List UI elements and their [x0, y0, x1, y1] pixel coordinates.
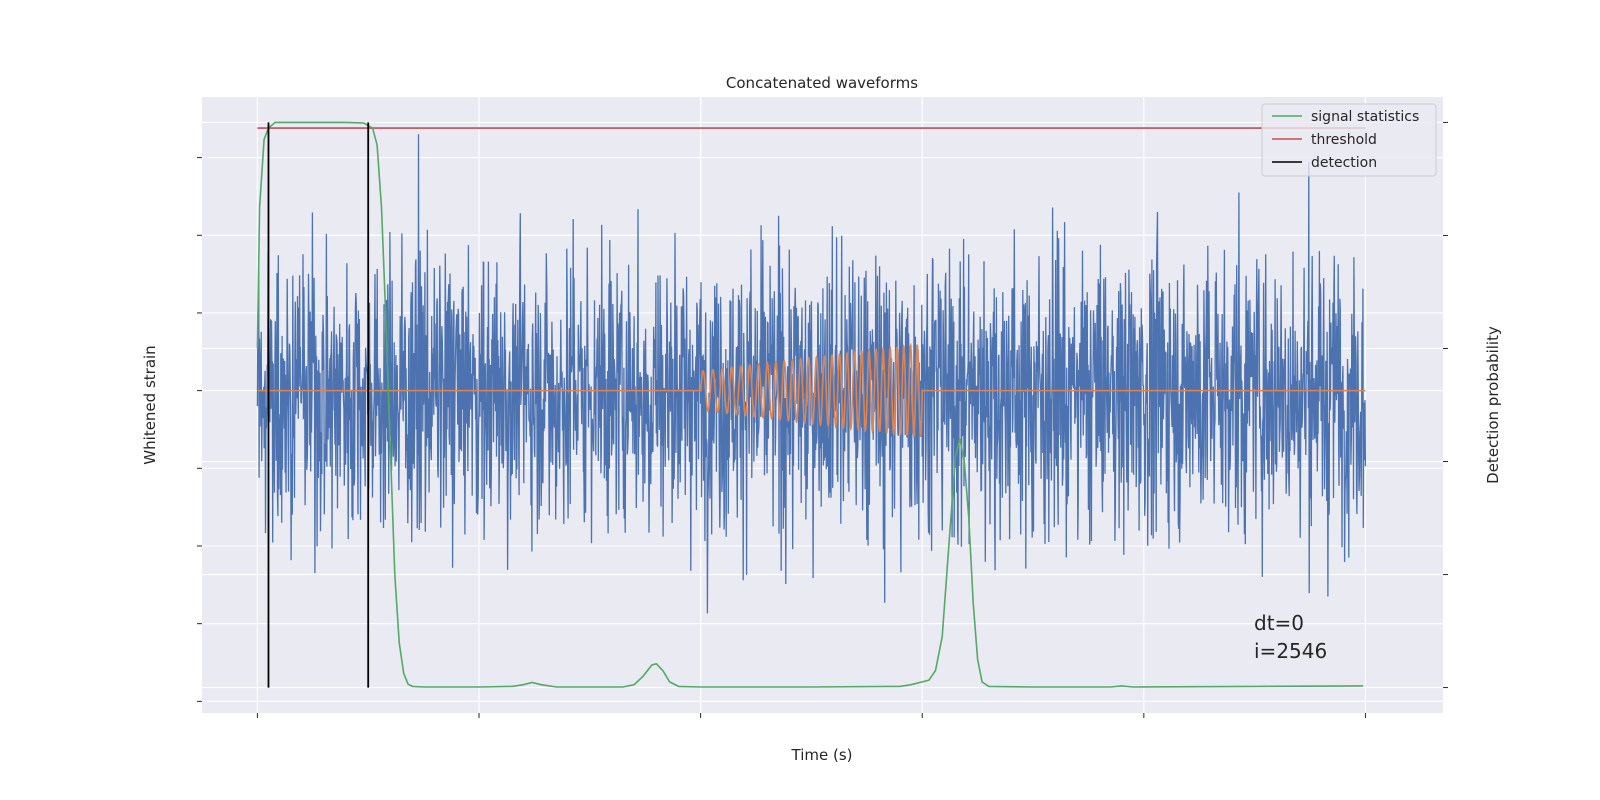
- chart-title: Concatenated waveforms: [726, 74, 918, 92]
- y-right-axis-label: Detection probability: [1484, 326, 1502, 484]
- noise-series-line: [256, 134, 1367, 614]
- legend: signal statistics threshold detection: [1261, 103, 1437, 177]
- legend-box: [1261, 103, 1437, 177]
- annotation-line-dt: dt=0: [1254, 611, 1304, 635]
- axis-ticks: [197, 121, 1448, 718]
- y-axis-label: Whitened strain: [141, 345, 159, 464]
- annotation: dt=0 i=2546: [1254, 611, 1327, 663]
- plot-area: [256, 121, 1367, 688]
- x-axis-label: Time (s): [791, 746, 853, 764]
- legend-label-signal-statistics: signal statistics: [1311, 109, 1419, 125]
- chirp-series-line: [257, 342, 1366, 439]
- legend-label-threshold: threshold: [1311, 132, 1377, 148]
- signal-statistics-line: [256, 121, 1364, 688]
- legend-label-detection: detection: [1311, 155, 1377, 171]
- annotation-line-i: i=2546: [1254, 639, 1327, 663]
